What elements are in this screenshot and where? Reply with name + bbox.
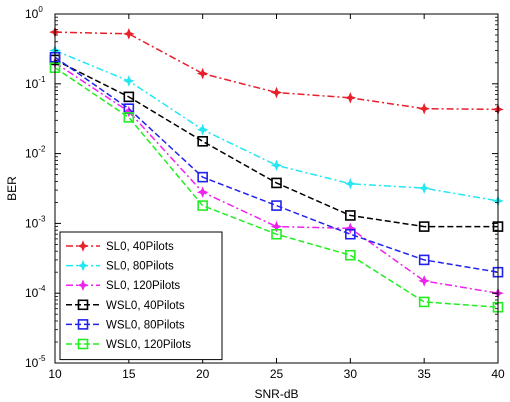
legend-label: SL0, 80Pilots <box>106 261 174 273</box>
legend-entry: WSL0, 120Pilots <box>66 338 191 351</box>
point-marker <box>345 249 356 261</box>
point-marker <box>344 91 357 104</box>
point-marker <box>270 86 283 99</box>
point-marker <box>77 299 89 311</box>
point-marker <box>123 28 135 40</box>
point-marker <box>196 186 209 199</box>
y-tick-label: 10-1 <box>25 75 46 91</box>
point-marker <box>344 222 357 235</box>
point-marker <box>77 240 89 252</box>
x-tick-label: 20 <box>196 367 210 381</box>
x-tick-label: 15 <box>122 367 136 381</box>
series-line <box>54 67 499 308</box>
point-marker <box>271 200 282 211</box>
point-marker <box>123 112 135 123</box>
x-tick-label: 10 <box>48 367 62 381</box>
y-tick-label: 10-4 <box>25 284 46 300</box>
point-marker <box>418 182 430 194</box>
point-marker <box>271 177 282 189</box>
legend-label: WSL0, 80Pilots <box>106 319 185 331</box>
point-marker <box>418 254 430 266</box>
ticks-layer: 10 15 20 25 30 35 40 10-5 10-4 10-3 10-2 10-1 100 <box>25 5 505 381</box>
point-marker <box>270 220 283 233</box>
x-axis-label: SNR-dB <box>254 387 298 401</box>
point-marker <box>77 279 89 292</box>
x-tick-label: 35 <box>417 367 431 381</box>
legend: SL0, 40Pilots SL0, 80Pilots SL0, 120Pilots… <box>59 231 223 361</box>
point-marker <box>418 221 430 232</box>
y-tick-label: 10-3 <box>25 214 46 230</box>
point-marker <box>418 296 430 308</box>
y-axis-label: BER <box>5 176 19 201</box>
legend-box <box>59 231 223 361</box>
point-marker <box>345 228 356 240</box>
series-line <box>54 59 498 228</box>
point-marker <box>77 338 89 350</box>
legend-label: SL0, 120Pilots <box>106 280 180 292</box>
point-marker <box>345 210 356 221</box>
legend-entry: WSL0, 80Pilots <box>66 319 185 331</box>
point-marker <box>77 259 89 272</box>
point-marker <box>418 102 430 115</box>
point-marker <box>270 159 283 172</box>
x-tick-label: 40 <box>491 367 505 381</box>
x-tick-label: 30 <box>344 367 358 381</box>
legend-entry: WSL0, 40Pilots <box>66 299 185 312</box>
point-marker <box>197 136 208 147</box>
legend-label: SL0, 40Pilots <box>106 241 174 253</box>
x-tick-label: 25 <box>270 367 284 381</box>
point-marker <box>123 75 135 87</box>
legend-entry: SL0, 40Pilots <box>66 240 174 253</box>
legend-entry: SL0, 80Pilots <box>66 259 174 273</box>
point-marker <box>123 91 135 103</box>
legend-label: WSL0, 40Pilots <box>106 300 185 312</box>
series-line <box>54 56 499 273</box>
legend-entry: SL0, 120Pilots <box>66 279 180 292</box>
point-marker <box>344 177 357 190</box>
point-marker <box>197 171 208 183</box>
point-marker <box>196 67 209 80</box>
point-marker <box>271 228 282 240</box>
point-marker <box>418 275 430 287</box>
y-tick-label: 10-5 <box>25 354 46 370</box>
y-tick-label: 100 <box>25 5 43 21</box>
point-marker <box>196 123 209 136</box>
point-marker <box>77 319 89 330</box>
point-marker <box>197 200 208 211</box>
legend-label: WSL0, 120Pilots <box>106 339 191 351</box>
y-tick-label: 10-2 <box>25 145 46 161</box>
